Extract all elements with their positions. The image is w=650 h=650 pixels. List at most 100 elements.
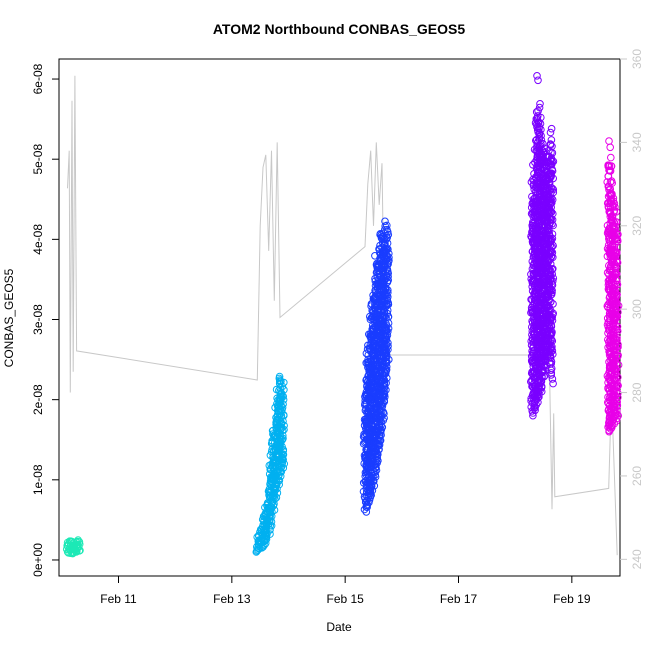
data-point [260, 540, 269, 549]
data-point [548, 328, 556, 336]
y-axis-label: CONBAS_GEOS5 [2, 268, 16, 367]
data-point [611, 203, 619, 211]
data-point [382, 379, 390, 387]
data-point [549, 185, 558, 194]
y2-tick-label: 360 [630, 49, 644, 69]
data-point [548, 310, 557, 319]
data-point [605, 137, 613, 145]
data-point [545, 210, 553, 219]
data-point [612, 335, 620, 343]
data-point [275, 480, 284, 489]
data-point [280, 460, 289, 468]
data-point [547, 148, 555, 157]
data-point [549, 241, 557, 250]
data-point [367, 491, 376, 500]
series-layer [62, 72, 623, 558]
data-point [607, 162, 616, 171]
data-point [548, 195, 557, 204]
data-point [382, 327, 391, 335]
data-point [270, 500, 278, 508]
data-point [276, 472, 285, 481]
data-point [382, 336, 391, 345]
y2-tick-label: 240 [630, 549, 644, 569]
data-point [371, 468, 379, 477]
data-point [546, 354, 555, 362]
data-point [381, 335, 390, 343]
data-point [279, 455, 288, 464]
data-point [614, 393, 622, 402]
data-point [607, 153, 615, 162]
data-point [374, 446, 383, 454]
data-point [610, 229, 618, 238]
data-point [548, 230, 557, 238]
data-point [384, 286, 392, 294]
data-point [537, 125, 545, 134]
data-point [612, 287, 620, 296]
data-point [603, 178, 612, 186]
data-point [267, 512, 276, 521]
data-point [614, 381, 622, 390]
x-axis: Feb 11 Feb 13 Feb 15 Feb 17 Feb 19 [100, 576, 591, 606]
data-point [381, 217, 389, 226]
data-point [531, 406, 539, 415]
data-point [548, 265, 557, 274]
data-point [381, 332, 390, 341]
x-tick-label: Feb 15 [326, 592, 364, 606]
data-point [384, 327, 392, 336]
data-point [277, 436, 286, 445]
data-point [547, 331, 555, 340]
data-point [613, 406, 621, 415]
data-point [547, 247, 556, 255]
chart-title: ATOM2 Northbound CONBAS_GEOS5 [213, 21, 465, 37]
data-point [277, 459, 285, 468]
x-tick-label: Feb 13 [213, 592, 251, 606]
data-point [547, 371, 556, 379]
data-point [275, 476, 284, 485]
data-point [549, 379, 557, 388]
data-point [382, 235, 391, 244]
data-point [383, 265, 391, 273]
data-point [608, 213, 617, 222]
data-point [606, 143, 615, 152]
data-point [549, 221, 557, 230]
data-point [540, 144, 549, 153]
data-point [380, 409, 388, 418]
data-point [548, 184, 557, 193]
data-point [549, 174, 558, 183]
data-point [383, 306, 392, 315]
data-point [547, 203, 556, 211]
y2-tick-label: 260 [630, 466, 644, 486]
data-point [612, 300, 621, 309]
data-point [546, 128, 555, 137]
data-point [547, 357, 556, 366]
data-point [612, 370, 621, 378]
secondary-line-layer [67, 75, 618, 556]
data-point [384, 245, 392, 253]
data-point [608, 179, 617, 187]
data-point [610, 206, 619, 215]
data-point [382, 351, 391, 359]
data-point [547, 344, 556, 353]
y-tick-label: 3e-08 [31, 304, 45, 335]
data-point [613, 352, 622, 361]
series-segment-5 [603, 137, 623, 436]
y-tick-label: 6e-08 [31, 63, 45, 94]
data-point [612, 208, 621, 216]
data-point [546, 266, 555, 275]
data-point [279, 464, 288, 472]
data-point [613, 248, 621, 256]
data-point [382, 363, 391, 371]
data-point [266, 526, 274, 534]
data-point [280, 378, 288, 387]
y2-tick-label: 280 [630, 382, 644, 402]
data-point [384, 230, 393, 239]
data-point [372, 464, 380, 472]
data-point [382, 232, 391, 240]
data-point [547, 188, 555, 196]
y2-tick-label: 300 [630, 299, 644, 319]
data-point [612, 268, 620, 277]
data-point [547, 157, 555, 166]
data-point [267, 522, 276, 530]
data-point [537, 131, 545, 140]
